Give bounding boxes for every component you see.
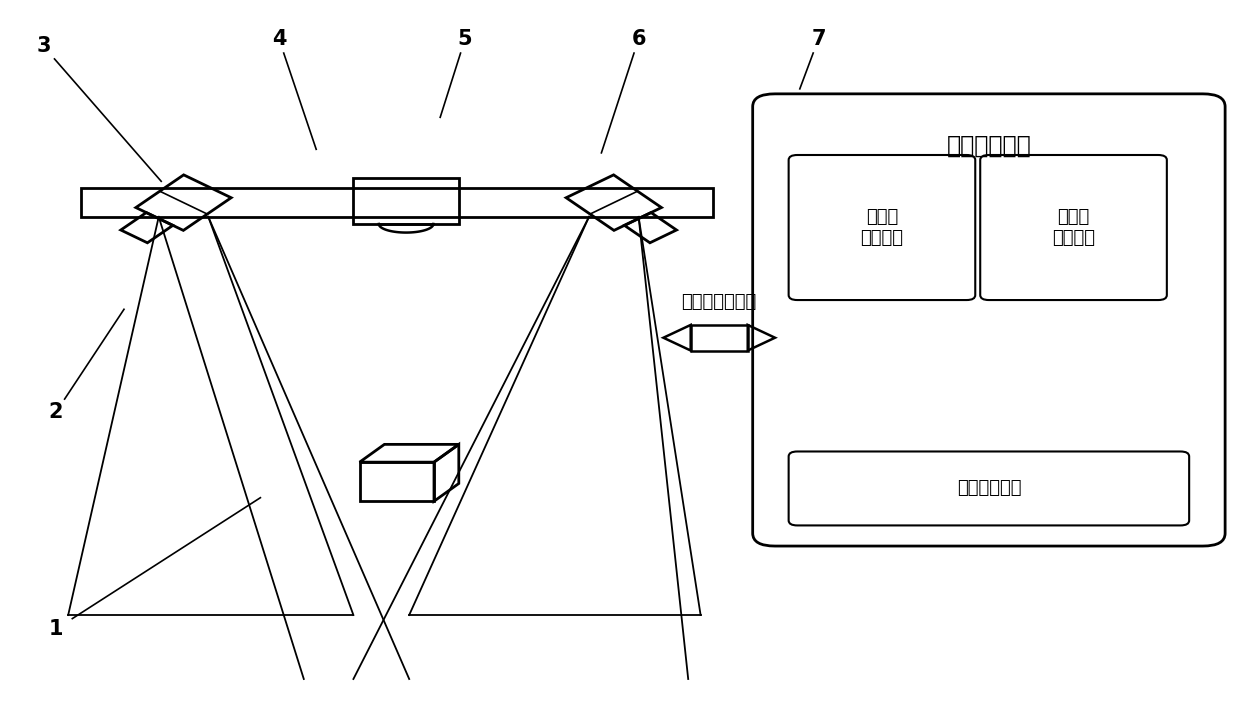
Text: 7: 7 (811, 29, 826, 49)
Text: 图像处理系统: 图像处理系统 (946, 134, 1032, 158)
Bar (360, 462, 434, 501)
Text: 5: 5 (458, 29, 472, 49)
Bar (353, 178, 459, 224)
Bar (691, 325, 748, 351)
Text: 大焦距
处理过程: 大焦距 处理过程 (861, 208, 904, 247)
FancyBboxPatch shape (980, 155, 1167, 300)
Text: 2: 2 (48, 402, 63, 422)
Text: 数据传送与处理: 数据传送与处理 (682, 293, 756, 311)
Text: 变焦控制系统: 变焦控制系统 (956, 479, 1022, 498)
Bar (81, 188, 713, 217)
Text: 6: 6 (631, 29, 646, 49)
FancyBboxPatch shape (789, 451, 1189, 525)
Text: 小焦距
处理过程: 小焦距 处理过程 (1052, 208, 1095, 247)
Text: 4: 4 (272, 29, 286, 49)
Text: 1: 1 (48, 619, 63, 639)
FancyBboxPatch shape (753, 94, 1225, 546)
FancyBboxPatch shape (789, 155, 975, 300)
Text: 3: 3 (36, 36, 51, 56)
